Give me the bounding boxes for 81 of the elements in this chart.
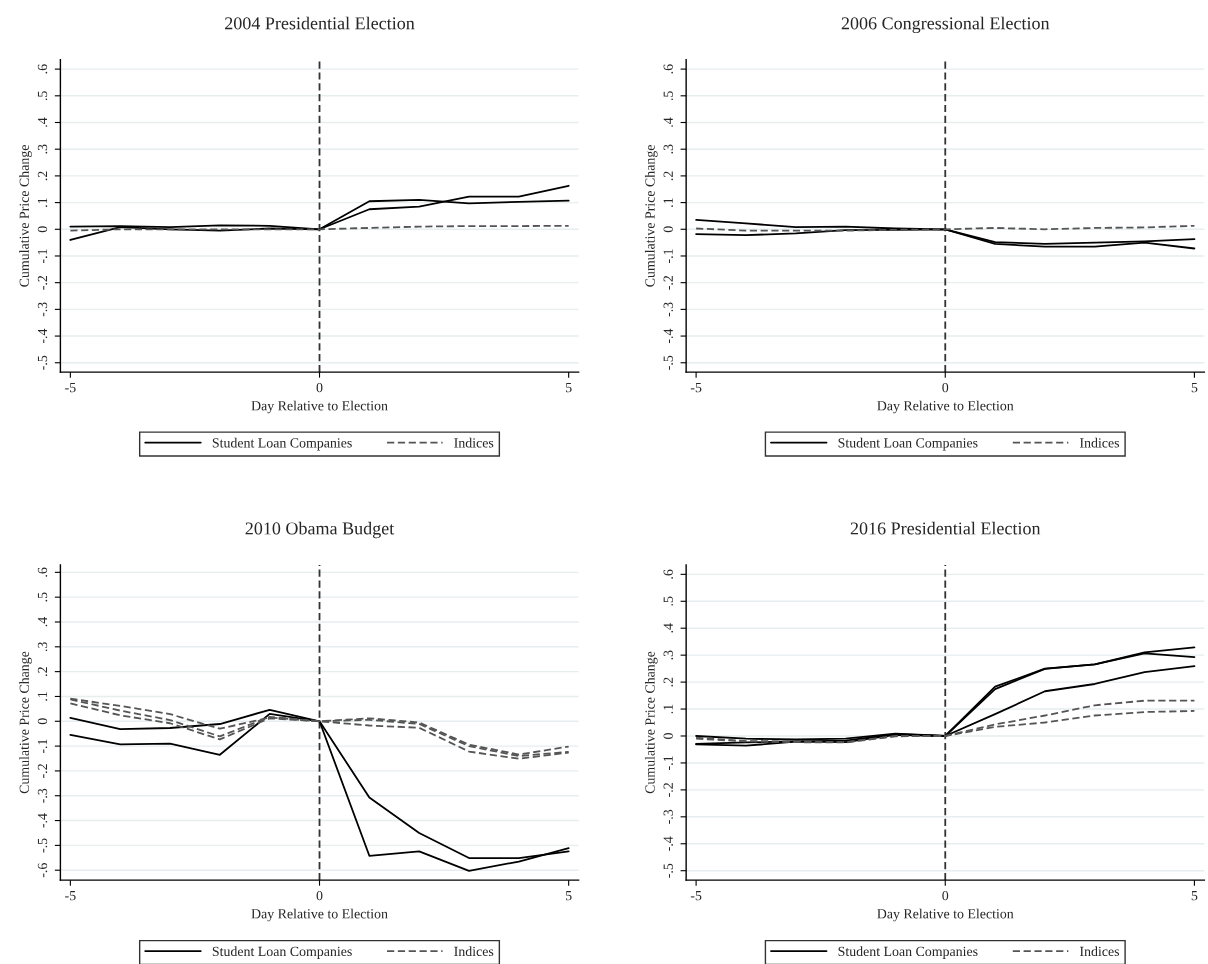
y-tick-label: -.1 [37,739,48,754]
y-tick-label: 0 [663,226,673,233]
y-tick-label: -.3 [37,302,48,317]
y-tick-label: .5 [663,596,673,606]
y-tick-label: .3 [37,144,48,154]
y-tick-label: -.1 [663,756,673,770]
chart-title: 2006 Congressional Election [841,16,1050,34]
y-tick-label: -.2 [663,275,673,290]
y-tick-label: .1 [663,198,673,207]
y-axis-title: Cumulative Price Change [19,145,32,287]
y-tick-label: -.6 [37,863,48,878]
y-tick-label: .5 [37,91,48,101]
y-tick-label: .4 [37,117,48,127]
x-axis-title: Day Relative to Election [877,400,1014,414]
x-tick-label: 0 [316,382,323,393]
legend-label: Student Loan Companies [212,946,352,959]
y-tick-label: .2 [663,171,673,181]
x-tick-label: 5 [1191,891,1198,901]
x-tick-label: -5 [690,891,702,901]
y-tick-label: -.3 [37,788,48,803]
y-tick-label: -.3 [663,809,673,824]
x-tick-label: -5 [65,891,76,901]
y-tick-label: .5 [663,91,673,101]
legend-label: Student Loan Companies [838,946,978,959]
y-tick-label: .3 [663,144,673,154]
y-tick-label: -.5 [37,355,48,370]
x-tick-label: 5 [566,891,572,901]
y-tick-label: 0 [663,733,673,739]
y-tick-label: -.3 [663,302,673,317]
y-tick-label: .1 [37,692,48,701]
y-tick-label: .1 [663,704,673,714]
y-tick-label: .6 [37,64,48,74]
y-tick-label: -.5 [37,838,48,853]
chart-title: 2016 Presidential Election [850,521,1041,535]
y-tick-label: .4 [37,617,48,627]
y-tick-label: -.4 [37,813,48,828]
legend-label: Indices [1079,946,1120,957]
x-tick-label: 5 [1191,383,1198,393]
x-tick-label: -5 [690,383,702,393]
x-tick-label: 0 [316,890,323,901]
y-tick-label: .6 [37,567,48,577]
y-tick-label: .2 [37,667,48,676]
x-tick-label: -5 [65,383,76,393]
y-axis-title: Cumulative Price Change [19,651,32,794]
y-axis-title: Cumulative Price Change [644,145,658,287]
y-tick-label: 0 [37,718,48,725]
y-tick-label: .5 [37,592,48,602]
chart-title: 2010 Obama Budget [245,521,395,539]
legend-label: Student Loan Companies [212,437,352,451]
legend-label: Indices [1079,437,1120,448]
x-tick-label: 0 [942,890,949,901]
y-tick-label: -.4 [37,328,48,344]
x-axis-title: Day Relative to Election [251,400,388,414]
y-tick-label: -.1 [663,249,673,263]
y-tick-label: .2 [37,171,48,181]
x-axis-title: Day Relative to Election [877,908,1014,922]
x-tick-label: 0 [942,382,949,393]
y-tick-label: .3 [663,650,673,660]
y-tick-label: -.5 [663,863,673,878]
y-tick-label: .6 [663,64,673,74]
y-tick-label: -.4 [663,328,673,344]
y-tick-label: .3 [37,642,48,652]
y-tick-label: .6 [663,569,673,579]
y-axis-title: Cumulative Price Change [644,651,658,794]
y-tick-label: 0 [37,226,48,233]
chart-title: 2004 Presidential Election [225,16,415,30]
y-tick-label: -.5 [663,355,673,370]
legend-label: Indices [454,946,494,957]
x-tick-label: 5 [566,383,572,393]
y-tick-label: -.4 [663,836,673,851]
y-tick-label: -.1 [37,249,48,263]
y-tick-label: -.2 [37,275,48,290]
y-tick-label: -.2 [663,783,673,797]
y-tick-label: .4 [663,623,673,633]
y-tick-label: .4 [663,117,673,127]
y-tick-label: -.2 [37,764,48,778]
legend-label: Student Loan Companies [838,437,978,451]
x-axis-title: Day Relative to Election [251,908,388,922]
y-tick-label: .2 [663,677,673,687]
y-tick-label: .1 [37,198,48,207]
legend-label: Indices [454,437,494,448]
